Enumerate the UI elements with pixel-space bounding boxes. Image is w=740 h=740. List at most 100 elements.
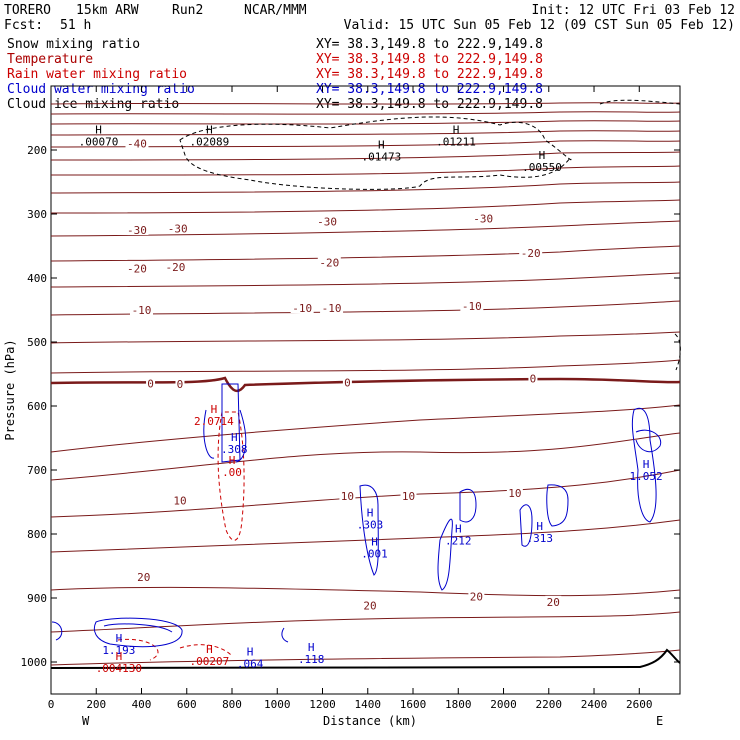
cloud-water-contours bbox=[51, 383, 662, 648]
model-org: NCAR/MMM bbox=[244, 3, 307, 18]
y-tick-label: 600 bbox=[27, 400, 47, 413]
temperature-contours bbox=[50, 102, 681, 666]
temperature-label-bg bbox=[400, 490, 417, 502]
legend-cloud-ice: Cloud ice mixing ratio bbox=[7, 97, 179, 112]
cloud-water-max-value: .308 bbox=[221, 443, 248, 456]
x-tick-label: 2400 bbox=[581, 698, 608, 711]
cloud-ice-max-h-marker: H bbox=[453, 123, 460, 136]
cloud-ice-max-h-marker: H bbox=[378, 139, 385, 152]
temperature-label-bg bbox=[163, 261, 187, 273]
x-tick-label: 400 bbox=[132, 698, 152, 711]
temperature-label: 20 bbox=[547, 596, 560, 609]
cloud-ice-max-h-marker: H bbox=[95, 123, 102, 136]
x-axis-title: Distance (km) bbox=[323, 714, 417, 728]
y-tick-label: 800 bbox=[27, 528, 47, 541]
temperature-label: -30 bbox=[168, 223, 188, 236]
cloud-ice-max-value: .01473 bbox=[361, 151, 401, 164]
legend-rain: Rain water mixing ratio bbox=[7, 67, 187, 82]
temperature-label: 10 bbox=[341, 490, 354, 503]
temperature-label-bg bbox=[315, 215, 339, 227]
cloud-water-max-h-marker: H bbox=[308, 641, 315, 654]
temperature-label-bg bbox=[166, 222, 190, 234]
model-run: Run2 bbox=[172, 3, 203, 18]
cloud-ice-max-h-marker: H bbox=[206, 123, 213, 136]
rain-max-h-marker: H bbox=[116, 650, 123, 663]
rain-max-value: 2.0714 bbox=[194, 415, 234, 428]
y-tick-label: 1000 bbox=[21, 656, 48, 669]
cloud-water-max-h-marker: H bbox=[371, 536, 378, 549]
cloud-ice-max-value: .01211 bbox=[436, 135, 476, 148]
fcst-label: Fcst: bbox=[4, 18, 43, 33]
temperature-label-bg bbox=[125, 224, 149, 235]
cloud-water-max-value: .064 bbox=[237, 658, 264, 671]
rain-max-value: .00 bbox=[222, 466, 242, 479]
cloud-ice-max-value: .02089 bbox=[190, 135, 230, 148]
temperature-label-bg bbox=[175, 378, 185, 390]
cloud-water-max-h-marker: H bbox=[367, 507, 374, 520]
temperature-label-bg bbox=[468, 590, 485, 602]
legend-cloud-water: Cloud water mixing ratio bbox=[7, 82, 195, 97]
x-tick-label: 0 bbox=[48, 698, 55, 711]
legend-rain-xy: XY= 38.3,149.8 to 222.9,149.8 bbox=[316, 67, 543, 82]
temperature-label-bg bbox=[342, 376, 352, 388]
temperature-label: 0 bbox=[344, 376, 351, 389]
x-axis-east-label: E bbox=[656, 714, 663, 728]
cloud-ice-max-value: .00550 bbox=[522, 161, 562, 174]
x-tick-label: 2600 bbox=[626, 698, 653, 711]
y-tick-label: 300 bbox=[27, 208, 47, 221]
cloud-water-max-h-marker: H bbox=[116, 632, 123, 645]
header: TORERO 15km ARW Run2 NCAR/MMM Init: 12 U… bbox=[4, 3, 735, 33]
cloud-water-max-h-marker: H bbox=[455, 523, 462, 536]
cloud-water-max-h-marker: H bbox=[247, 646, 254, 659]
x-tick-label: 2200 bbox=[536, 698, 563, 711]
init-time: Init: 12 UTC Fri 03 Feb 12 bbox=[532, 3, 736, 18]
temperature-label: 10 bbox=[402, 490, 415, 503]
y-tick-label: 500 bbox=[27, 336, 47, 349]
rain-contours bbox=[117, 411, 245, 661]
legend-snow-xy: XY= 38.3,149.8 to 222.9,149.8 bbox=[316, 37, 543, 52]
temperature-label: -30 bbox=[127, 224, 147, 237]
temperature-label-bg bbox=[506, 487, 523, 499]
temperature-label-bg bbox=[471, 212, 495, 224]
temperature-label-bg bbox=[362, 599, 379, 611]
y-tick-label: 700 bbox=[27, 464, 47, 477]
temperature-label: 20 bbox=[137, 571, 150, 584]
temperature-label: 0 bbox=[177, 378, 184, 391]
rain-max-h-marker: H bbox=[206, 643, 213, 656]
cloud-water-max-value: 1.052 bbox=[629, 470, 662, 483]
rain-max-value: .004130 bbox=[96, 662, 142, 675]
legend-temperature-xy: XY= 38.3,149.8 to 222.9,149.8 bbox=[316, 52, 543, 67]
x-tick-label: 200 bbox=[86, 698, 106, 711]
y-axis-title: Pressure (hPa) bbox=[3, 339, 17, 440]
cloud-water-labels: H1.193 H.064H.118H.303H.001H.212H.313H1.0… bbox=[102, 431, 662, 670]
y-tick-label: 400 bbox=[27, 272, 47, 285]
temperature-label-bg bbox=[339, 490, 356, 502]
cloud-water-max-value: .313 bbox=[526, 532, 553, 545]
x-tick-label: 600 bbox=[177, 698, 197, 711]
temperature-label-bg bbox=[317, 256, 341, 268]
cloud-ice-contours bbox=[179, 99, 681, 371]
legend-temperature: Temperature bbox=[7, 52, 93, 67]
model-resolution: 15km ARW bbox=[76, 3, 139, 18]
temperature-labels: -40 -30 -30 -30 -30 -20 -20 -20 -20 -10 -10 -10 -10 0… bbox=[125, 137, 562, 613]
temperature-label: 0 bbox=[147, 378, 154, 391]
temperature-label: 10 bbox=[173, 495, 186, 508]
temperature-label-bg bbox=[460, 300, 484, 312]
cloud-water-max-value: .212 bbox=[445, 535, 472, 548]
x-tick-label: 1800 bbox=[445, 698, 472, 711]
legend-snow: Snow mixing ratio bbox=[7, 37, 140, 52]
model-name: TORERO bbox=[4, 3, 51, 18]
x-tick-label: 1600 bbox=[400, 698, 427, 711]
temperature-label: -20 bbox=[521, 247, 541, 260]
legend-cloud-water-xy: XY= 38.3,149.8 to 222.9,149.8 bbox=[316, 82, 543, 97]
x-tick-label: 1400 bbox=[355, 698, 382, 711]
rain-max-h-marker: H bbox=[229, 454, 236, 467]
temperature-label-bg bbox=[320, 302, 344, 314]
cloud-water-max-h-marker: H bbox=[231, 431, 238, 444]
temperature-label: 0 bbox=[530, 372, 537, 385]
temperature-label: -10 bbox=[132, 304, 152, 317]
cloud-ice-max-value: .00070 bbox=[79, 135, 119, 148]
cloud-water-max-h-marker: H bbox=[643, 458, 650, 471]
